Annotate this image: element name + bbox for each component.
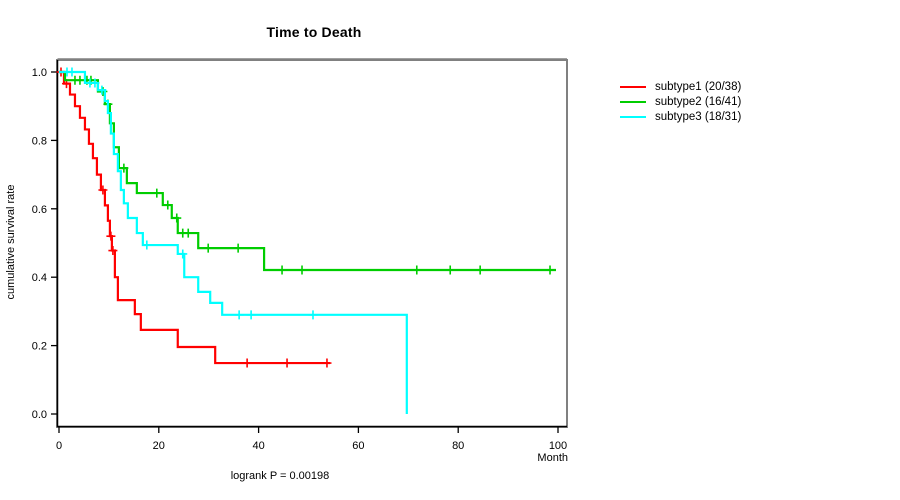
legend-line-swatch <box>620 100 646 103</box>
x-tick-label: 40 <box>252 440 264 452</box>
legend-item-subtype1: subtype1 (20/38) <box>620 79 741 94</box>
survival-curve-subtype3 <box>59 70 408 414</box>
y-tick-label: 0.6 <box>32 204 47 216</box>
legend-label: subtype2 (16/41) <box>655 95 742 108</box>
legend: subtype1 (20/38) subtype2 (16/41) subtype3… <box>620 79 741 124</box>
x-tick-label: 20 <box>153 440 165 452</box>
y-tick-label: 0.0 <box>32 409 47 421</box>
censor-marks-subtype3 <box>62 67 318 320</box>
survival-curve-subtype1 <box>59 70 330 365</box>
x-tick-label: 60 <box>352 440 364 452</box>
y-tick-label: 0.4 <box>32 272 47 284</box>
survival-curve-subtype2 <box>59 70 557 272</box>
x-axis-title: Month <box>537 452 568 464</box>
y-tick-label: 1.0 <box>32 67 47 79</box>
legend-item-subtype3: subtype3 (18/31) <box>620 109 741 124</box>
censor-marks-subtype2 <box>70 75 555 275</box>
logrank-p-value: logrank P = 0.00198 <box>230 470 330 482</box>
y-tick-label: 0.2 <box>32 341 47 353</box>
legend-label: subtype1 (20/38) <box>655 80 742 93</box>
legend-label: subtype3 (18/31) <box>655 110 742 123</box>
legend-line-swatch <box>620 85 646 88</box>
x-tick-label: 0 <box>56 440 62 452</box>
chart-title: Time to Death <box>266 24 362 40</box>
legend-item-subtype2: subtype2 (16/41) <box>620 94 741 109</box>
censor-marks-subtype1 <box>56 67 332 368</box>
x-tick-label: 80 <box>452 440 464 452</box>
x-tick-label: 100 <box>549 440 567 452</box>
legend-line-swatch <box>620 115 646 118</box>
y-tick-label: 0.8 <box>32 135 47 147</box>
plot-frame <box>56 59 568 428</box>
